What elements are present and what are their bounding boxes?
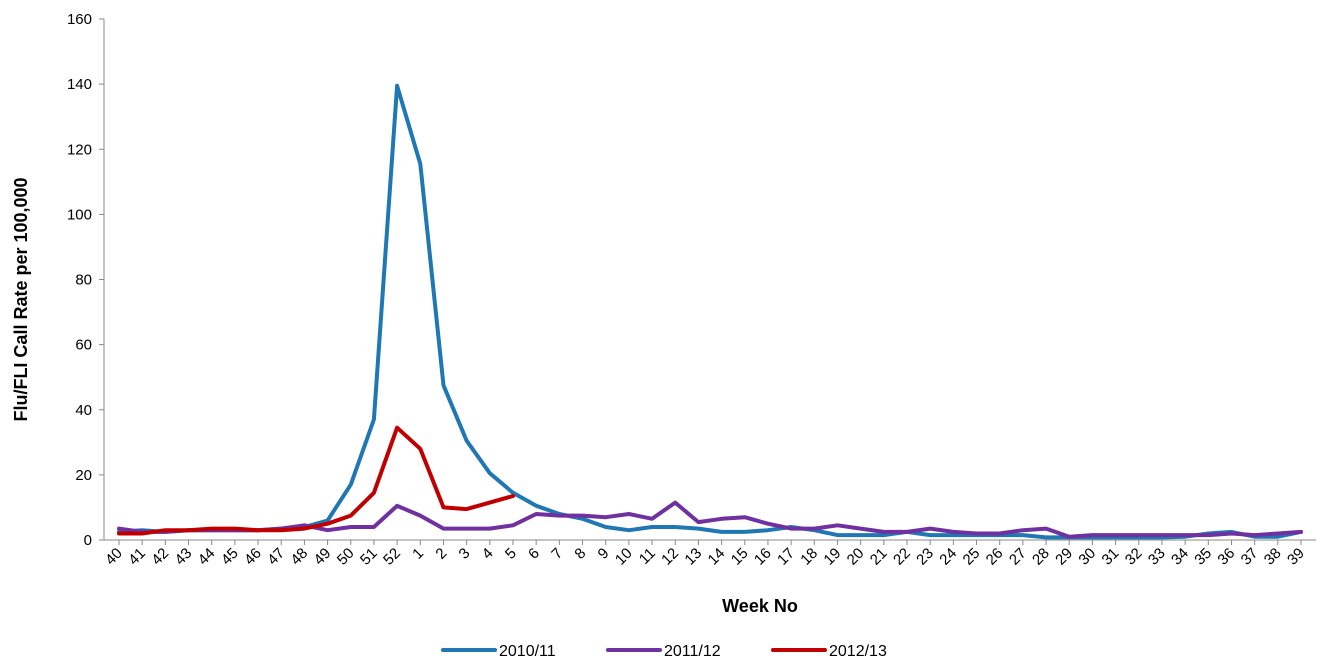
x-tick-label: 7 — [548, 545, 566, 563]
x-tick-label: 14 — [705, 545, 729, 569]
x-tick-label: 51 — [357, 545, 381, 569]
x-axis-title: Week No — [722, 596, 798, 616]
x-tick-label: 11 — [636, 545, 659, 568]
series-layer — [117, 83, 1303, 540]
x-axis: 40 41 42 43 44 45 46 47 48 49 50 51 52 1 2 3 4 5 6 7 8 9 10 11 1… — [102, 539, 1316, 569]
x-tick-label: 25 — [960, 545, 984, 569]
x-tick-label: 22 — [890, 545, 914, 569]
x-tick-label: 23 — [913, 545, 937, 569]
y-tick-label: 60 — [75, 337, 92, 354]
x-tick-label: 32 — [1122, 545, 1146, 569]
x-tick-label: 45 — [218, 545, 242, 569]
x-tick-label: 5 — [502, 545, 520, 563]
y-tick-label: 160 — [67, 11, 92, 28]
x-tick-label: 4 — [479, 545, 497, 563]
x-tick-label: 2 — [432, 545, 450, 563]
x-tick-label: 41 — [125, 545, 149, 569]
x-tick-label: 50 — [334, 545, 358, 569]
x-tick-label: 18 — [797, 545, 821, 569]
series-line-2012-13 — [117, 425, 515, 536]
y-tick-label: 140 — [67, 76, 92, 93]
x-tick-label: 21 — [867, 545, 891, 569]
x-tick-label: 17 — [774, 545, 798, 569]
y-tick-label: 120 — [67, 141, 92, 158]
x-tick-label: 33 — [1145, 545, 1169, 569]
y-axis-title: Flu/FLI Call Rate per 100,000 — [11, 177, 31, 421]
x-tick-label: 28 — [1029, 545, 1053, 569]
x-tick-label: 46 — [241, 545, 265, 569]
x-tick-label: 49 — [311, 545, 335, 569]
x-tick-label: 31 — [1099, 545, 1123, 569]
x-tick-label: 38 — [1261, 545, 1285, 569]
x-tick-label: 29 — [1052, 545, 1076, 569]
x-tick-label: 43 — [172, 545, 196, 569]
x-tick-label: 9 — [595, 545, 613, 563]
x-tick-label: 6 — [525, 545, 543, 563]
x-tick-label: 34 — [1168, 545, 1192, 569]
x-tick-label: 40 — [102, 545, 126, 569]
y-tick-label: 40 — [75, 402, 92, 419]
x-tick-label: 48 — [287, 545, 311, 569]
legend: 2010/11 2011/12 2012/13 — [441, 643, 887, 660]
x-tick-label: 35 — [1191, 545, 1215, 569]
y-axis: 0 20 40 60 80 100 120 140 160 — [67, 11, 105, 549]
x-tick-label: 24 — [936, 545, 960, 569]
x-tick-label: 3 — [456, 545, 474, 563]
x-tick-label: 37 — [1238, 545, 1262, 569]
legend-label: 2012/13 — [829, 643, 887, 660]
x-tick-label: 15 — [728, 545, 752, 569]
x-tick-label: 12 — [658, 545, 682, 569]
x-tick-label: 8 — [571, 545, 589, 563]
legend-label: 2011/12 — [664, 643, 721, 660]
x-tick-label: 30 — [1075, 545, 1099, 569]
x-tick-label: 44 — [195, 545, 219, 569]
x-tick-label: 1 — [409, 545, 427, 563]
x-tick-label: 36 — [1214, 545, 1238, 569]
y-tick-label: 80 — [75, 272, 92, 289]
legend-label: 2010/11 — [499, 643, 556, 660]
y-tick-label: 100 — [67, 206, 92, 223]
x-tick-label: 52 — [380, 545, 404, 569]
y-tick-label: 0 — [84, 532, 92, 549]
x-tick-label: 10 — [612, 545, 636, 569]
x-tick-label: 19 — [820, 545, 844, 569]
x-tick-label: 39 — [1284, 545, 1308, 569]
x-tick-label: 27 — [1006, 545, 1030, 569]
x-tick-label: 16 — [751, 545, 775, 569]
x-tick-label: 13 — [681, 545, 705, 569]
series-line-2010-11 — [117, 83, 1303, 540]
x-tick-label: 26 — [983, 545, 1007, 569]
y-tick-label: 20 — [75, 467, 92, 484]
x-tick-label: 42 — [148, 545, 172, 569]
x-tick-label: 20 — [844, 545, 868, 569]
x-tick-label: 47 — [264, 545, 288, 569]
